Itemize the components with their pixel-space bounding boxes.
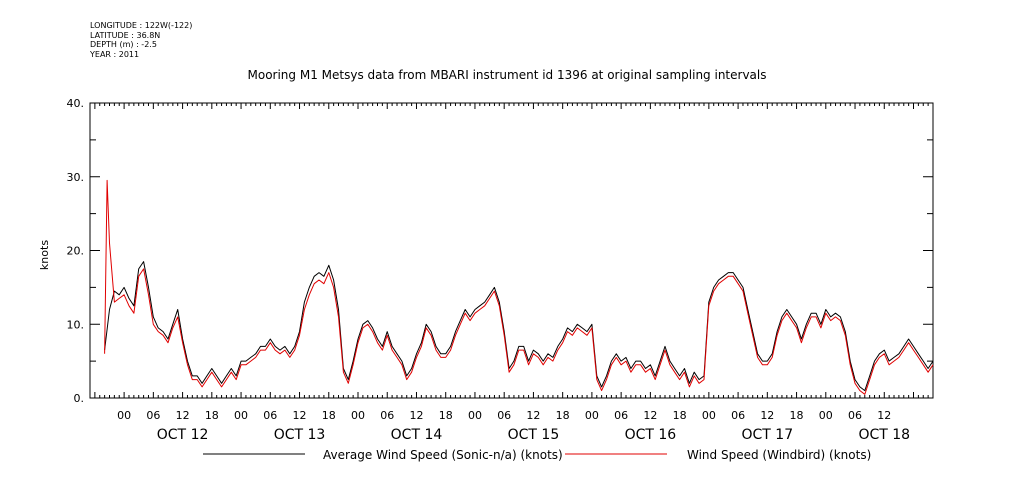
axis-labels: 0. 10. 20. 30. 40. 00 06 12 18 00 06 12 18 00 06 12 18 00… [67,97,911,443]
depth-text: DEPTH (m) : -2.5 [90,40,157,49]
chart-title: Mooring M1 Metsys data from MBARI instru… [247,68,767,82]
plot-frame [89,102,934,399]
x-hour-tick-label: 00 [702,409,716,422]
y-tick-label: 30. [67,171,85,184]
x-hour-tick-label: 00 [351,409,365,422]
x-hour-tick-label: 06 [731,409,745,422]
latitude-text: LATITUDE : 36.8N [90,30,161,40]
series-line-average-wind [104,261,934,392]
x-hour-tick-label: 00 [234,409,248,422]
x-hour-tick-label: 12 [760,409,774,422]
plot-border [89,102,934,399]
y-axis-label: knots [38,240,51,270]
x-hour-tick-label: 12 [526,409,540,422]
x-hour-tick-label: 06 [263,409,277,422]
legend-label-windbird: Wind Speed (Windbird) (knots) [687,448,871,462]
x-hour-tick-label: 06 [848,409,862,422]
x-hour-tick-label: 06 [497,409,511,422]
year-text: YEAR : 2011 [90,49,140,59]
metadata-block: LONGITUDE : 122W(-122) LATITUDE : 36.8N … [90,21,192,59]
x-day-label: OCT 14 [391,427,443,443]
x-hour-tick-label: 18 [790,409,804,422]
x-hour-tick-label: 12 [643,409,657,422]
y-tick-label: 20. [67,245,85,258]
x-hour-tick-label: 00 [117,409,131,422]
x-hour-tick-label: 18 [322,409,336,422]
x-hour-tick-label: 00 [819,409,833,422]
series-line-windbird [104,179,934,395]
x-day-label: OCT 16 [625,427,677,443]
x-hour-tick-label: 18 [205,409,219,422]
x-day-label: OCT 18 [858,427,910,443]
x-hour-tick-label: 06 [146,409,160,422]
y-tick-label: 40. [67,97,85,110]
x-hour-tick-label: 06 [614,409,628,422]
x-day-label: OCT 13 [274,427,326,443]
legend: Average Wind Speed (Sonic-n/a) (knots) W… [203,448,871,462]
x-hour-tick-label: 12 [293,409,307,422]
x-hour-tick-label: 12 [409,409,423,422]
x-day-label: OCT 17 [742,427,794,443]
x-hour-tick-label: 00 [585,409,599,422]
x-hour-tick-label: 06 [380,409,394,422]
x-hour-tick-label: 18 [673,409,687,422]
axis-ticks [89,102,934,399]
x-hour-tick-label: 12 [176,409,190,422]
longitude-text: LONGITUDE : 122W(-122) [90,21,193,30]
x-day-label: OCT 12 [157,427,209,443]
series-layer [104,179,934,395]
legend-label-average-wind: Average Wind Speed (Sonic-n/a) (knots) [323,448,563,462]
x-hour-tick-label: 00 [468,409,482,422]
x-hour-tick-label: 18 [556,409,570,422]
x-hour-tick-label: 18 [439,409,453,422]
y-tick-label: 10. [67,318,85,331]
x-hour-tick-label: 12 [877,409,891,422]
y-tick-label: 0. [74,392,85,405]
x-day-label: OCT 15 [508,427,560,443]
